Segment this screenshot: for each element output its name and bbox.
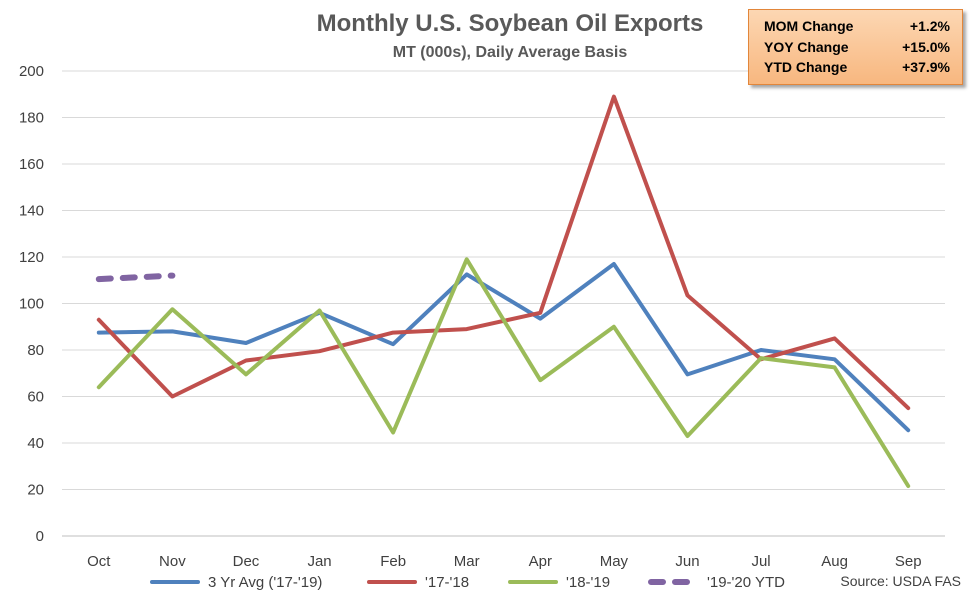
gridlines (62, 70, 945, 490)
stat-value: +37.9% (902, 59, 950, 75)
y-tick-label: 0 (36, 528, 44, 545)
y-tick-label: 140 (19, 203, 44, 220)
x-tick-label: Sep (895, 553, 922, 570)
legend-label: '18-'19 (566, 574, 610, 591)
x-tick-label: Dec (233, 553, 260, 570)
stat-label: YOY Change (764, 38, 849, 55)
stat-value: +15.0% (902, 38, 950, 55)
x-tick-label: Mar (454, 553, 480, 570)
series-line (96, 262, 911, 433)
source-note: Source: USDA FAS (840, 573, 961, 589)
y-tick-label: 160 (19, 156, 44, 173)
x-tick-label: Nov (159, 553, 186, 570)
change-stats-box: MOM Change +1.2% YOY Change +15.0% YTD C… (748, 9, 963, 85)
y-tick-label: 100 (19, 296, 44, 313)
legend-label: '17-'18 (425, 574, 469, 591)
y-tick-label: 200 (19, 63, 44, 80)
chart-title: Monthly U.S. Soybean Oil Exports (317, 10, 704, 37)
y-tick-label: 120 (19, 249, 44, 266)
x-tick-label: Oct (87, 553, 111, 570)
x-tick-label: May (600, 553, 629, 570)
chart-subtitle: MT (000s), Daily Average Basis (393, 44, 628, 61)
legend-label: 3 Yr Avg ('17-'19) (208, 574, 322, 591)
stat-row-mom: MOM Change +1.2% (764, 16, 950, 37)
stat-label: YTD Change (764, 59, 848, 75)
y-tick-label: 20 (27, 482, 44, 499)
x-tick-label: Jul (751, 553, 770, 570)
stat-row-yoy: YOY Change +15.0% (764, 37, 950, 58)
x-tick-label: Feb (380, 553, 406, 570)
series-lines (95, 94, 911, 488)
y-tick-label: 60 (27, 389, 44, 406)
series-line (95, 272, 176, 283)
x-tick-label: Aug (821, 553, 848, 570)
series-line (96, 257, 911, 488)
stat-row-ytd: YTD Change +37.9% (764, 57, 950, 78)
y-tick-label: 40 (27, 435, 44, 452)
y-tick-label: 180 (19, 110, 44, 127)
stat-value: +1.2% (909, 18, 950, 34)
stat-label: MOM Change (764, 18, 854, 34)
axes: 0 20 40 60 80 100 120 140 160 180 200 Oct Nov Dec Jan F… (19, 63, 945, 570)
y-tick-label: 80 (27, 342, 44, 359)
x-tick-label: Apr (529, 553, 552, 570)
x-tick-label: Jan (307, 553, 331, 570)
x-tick-label: Jun (675, 553, 699, 570)
legend-label: '19-'20 YTD (707, 574, 785, 591)
legend: 3 Yr Avg ('17-'19) '17-'18 '18-'19 '19-'20 … (150, 574, 785, 591)
